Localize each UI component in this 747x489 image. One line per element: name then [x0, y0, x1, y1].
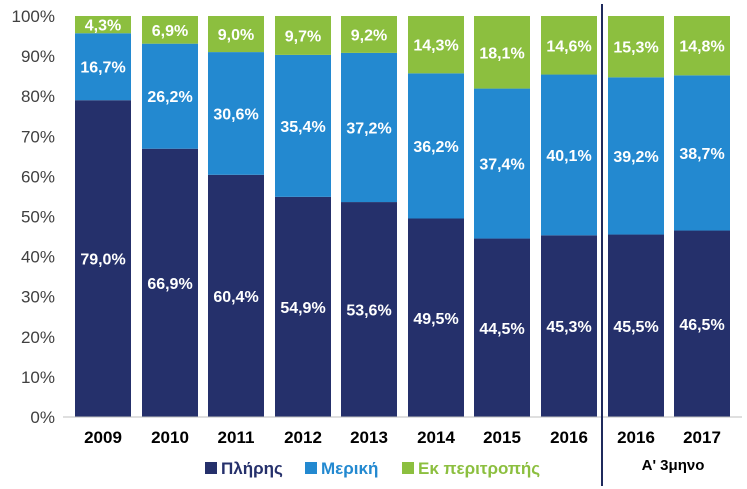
bar-segment-rotation — [275, 16, 331, 55]
data-label-full: 66,9% — [147, 276, 192, 293]
x-category-label: 2016 — [617, 428, 655, 447]
bar-segment-full — [341, 202, 397, 417]
bar-segment-rotation — [75, 16, 131, 34]
quarter-group-label: Α' 3μηνο — [642, 457, 705, 474]
bar-segment-partial — [674, 75, 730, 231]
bar-segment-full — [208, 174, 264, 417]
bar-segment-full — [608, 234, 664, 417]
x-category-label: 2016 — [550, 428, 588, 447]
x-axis: 2009 2010 2011 2012 2013 2014 2015 2016 2016 2017 — [63, 416, 742, 447]
data-label-rotation: 4,3% — [85, 18, 121, 35]
bar-segment-rotation — [142, 16, 198, 44]
y-tick-label: 0% — [30, 408, 55, 427]
x-category-label: 2012 — [284, 428, 322, 447]
legend: Πλήρης Μερική Εκ περιτροπής — [205, 459, 540, 478]
data-label-partial: 36,2% — [413, 139, 458, 156]
data-label-full: 49,5% — [413, 311, 458, 328]
x-category-label: 2013 — [350, 428, 388, 447]
bar-segment-rotation — [474, 16, 530, 89]
bar-segment-full — [474, 238, 530, 417]
y-tick-label: 50% — [21, 208, 55, 227]
bar-segment-full — [142, 148, 198, 417]
y-tick-label: 60% — [21, 167, 55, 186]
x-category-label: 2011 — [218, 428, 255, 447]
bar-segment-rotation — [541, 16, 597, 75]
bar-segment-full — [275, 196, 331, 417]
data-label-full: 60,4% — [213, 289, 258, 306]
data-label-full: 79,0% — [80, 252, 125, 269]
data-label-full: 53,6% — [346, 303, 391, 320]
bar-segment-partial — [408, 73, 464, 219]
bar-segment-partial — [541, 74, 597, 236]
y-tick-label: 20% — [21, 328, 55, 347]
data-label-partial: 30,6% — [213, 106, 258, 123]
data-label-rotation: 9,2% — [351, 27, 387, 44]
legend-swatch-rotation — [402, 462, 414, 474]
data-label-partial: 40,1% — [546, 148, 591, 165]
x-category-label: 2014 — [417, 428, 455, 447]
x-category-label: 2010 — [151, 428, 189, 447]
data-label-full: 44,5% — [479, 321, 524, 338]
bar-segment-full — [75, 100, 131, 418]
data-label-partial: 38,7% — [679, 146, 724, 163]
y-axis: 0% 10% 20% 30% 40% 50% 60% 70% 80% 90% 100% — [12, 7, 55, 427]
x-category-label: 2017 — [683, 428, 721, 447]
bar-segment-rotation — [341, 16, 397, 53]
data-label-partial: 26,2% — [147, 89, 192, 106]
data-label-rotation: 9,0% — [218, 27, 254, 44]
y-tick-label: 90% — [21, 47, 55, 66]
bar-segment-full — [541, 235, 597, 417]
y-tick-label: 80% — [21, 87, 55, 106]
data-label-partial: 39,2% — [613, 149, 658, 166]
data-label-partial: 37,4% — [479, 157, 524, 174]
data-labels: 79,0% 16,7% 4,3% 66,9% 26,2% 6,9% 60,4% 30,6% 9,… — [80, 18, 724, 338]
legend-swatch-full — [205, 462, 217, 474]
legend-label-full: Πλήρης — [221, 459, 283, 478]
y-tick-label: 10% — [21, 368, 55, 387]
data-label-rotation: 6,9% — [152, 23, 188, 40]
bar-segment-rotation — [208, 16, 264, 53]
data-label-rotation: 15,3% — [613, 40, 658, 57]
bar-segment-partial — [275, 54, 331, 197]
bar-segment-rotation — [408, 16, 464, 74]
bar-segment-rotation — [674, 16, 730, 76]
bar-segment-partial — [208, 52, 264, 175]
bar-segment-partial — [142, 43, 198, 149]
data-label-full: 45,5% — [613, 319, 658, 336]
bar-segment-rotation — [608, 16, 664, 78]
data-label-full: 46,5% — [679, 317, 724, 334]
legend-swatch-partial — [305, 462, 317, 474]
y-tick-label: 30% — [21, 288, 55, 307]
legend-label-partial: Μερική — [321, 459, 378, 478]
data-label-rotation: 9,7% — [285, 28, 321, 45]
bar-segment-partial — [608, 77, 664, 235]
data-label-partial: 35,4% — [280, 119, 325, 136]
legend-label-rotation: Εκ περιτροπής — [418, 459, 540, 478]
data-label-full: 45,3% — [546, 319, 591, 336]
data-label-partial: 16,7% — [80, 60, 125, 77]
x-category-label: 2009 — [84, 428, 122, 447]
data-label-rotation: 14,8% — [679, 39, 724, 56]
data-label-full: 54,9% — [280, 300, 325, 317]
bar-segment-full — [674, 230, 730, 417]
data-label-rotation: 14,6% — [546, 38, 591, 55]
y-tick-label: 40% — [21, 248, 55, 267]
data-label-partial: 37,2% — [346, 120, 391, 137]
y-tick-label: 100% — [12, 7, 55, 26]
bars — [75, 16, 730, 418]
bar-segment-partial — [75, 33, 131, 101]
bar-segment-full — [408, 218, 464, 417]
bar-segment-partial — [341, 52, 397, 203]
y-tick-label: 70% — [21, 127, 55, 146]
bar-segment-partial — [474, 88, 530, 239]
x-category-label: 2015 — [483, 428, 521, 447]
data-label-rotation: 18,1% — [479, 45, 524, 62]
data-label-rotation: 14,3% — [413, 38, 458, 55]
